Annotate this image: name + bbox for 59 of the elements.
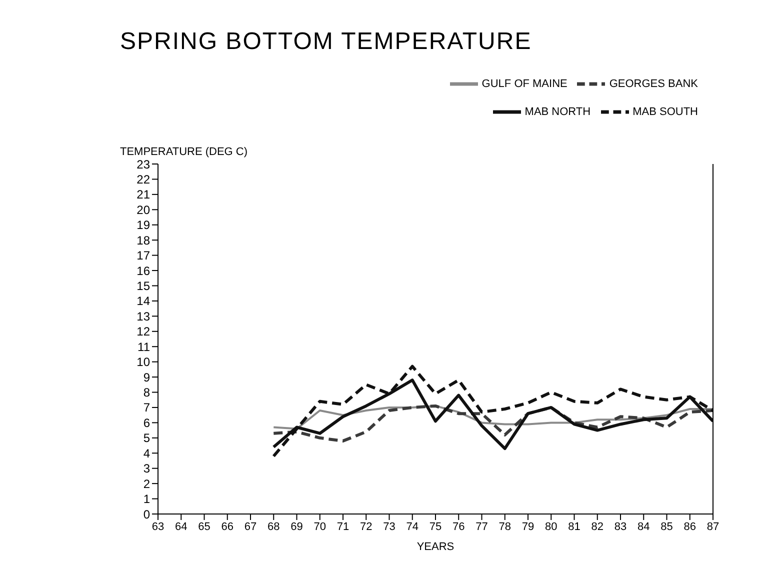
y-tick-label: 1 [143, 492, 150, 506]
x-tick-label: 70 [314, 520, 326, 533]
y-tick-label: 14 [136, 294, 150, 308]
y-tick-label: 15 [136, 279, 150, 293]
x-tick-label: 76 [452, 520, 465, 533]
chart-title: SPRING BOTTOM TEMPERATURE [120, 28, 532, 56]
y-tick-label: 13 [136, 309, 150, 324]
x-tick-label: 82 [591, 520, 604, 533]
y-tick-label: 8 [143, 386, 150, 400]
x-tick-label: 63 [152, 520, 164, 533]
y-tick-label: 23 [136, 157, 150, 172]
line-series [272, 404, 713, 442]
x-tick-label: 78 [498, 520, 511, 533]
legend-label: GULF OF MAINE [482, 78, 568, 90]
y-tick-label: 18 [136, 233, 150, 248]
y-tick-label: 6 [143, 416, 150, 430]
x-axis-title: YEARS [416, 541, 454, 553]
x-tick-label: 68 [268, 520, 280, 533]
y-tick-label: 4 [143, 446, 150, 460]
x-tick-label: 86 [684, 520, 696, 533]
y-tick-label: 20 [136, 202, 150, 217]
y-tick-label: 22 [136, 172, 150, 186]
x-tick-label: 79 [522, 520, 534, 533]
y-tick-label: 21 [136, 188, 150, 202]
x-tick-label: 73 [383, 520, 396, 533]
legend-label: MAB SOUTH [632, 106, 698, 118]
y-tick-label: 17 [136, 248, 150, 263]
legend-label: MAB NORTH [524, 106, 591, 118]
x-tick-label: 85 [660, 520, 673, 533]
x-tick-label: 77 [476, 520, 488, 533]
x-tick-label: 83 [614, 520, 627, 533]
y-tick-label: 19 [136, 218, 150, 232]
y-tick-label: 12 [136, 324, 150, 339]
x-tick-label: 65 [198, 520, 210, 533]
y-tick-label: 9 [143, 370, 150, 384]
y-tick-label: 0 [143, 507, 150, 522]
y-axis-title: TEMPERATURE (DEG C) [120, 146, 248, 158]
x-tick-label: 87 [706, 520, 720, 533]
x-tick-label: 66 [221, 520, 234, 533]
x-tick-label: 69 [290, 520, 303, 533]
y-tick-label: 10 [136, 355, 150, 370]
y-tick-label: 2 [143, 476, 150, 491]
x-tick-label: 84 [638, 520, 650, 533]
x-tick-label: 71 [336, 520, 350, 533]
y-tick-label: 16 [136, 264, 150, 278]
y-tick-label: 5 [143, 431, 150, 446]
x-tick-label: 80 [545, 520, 558, 533]
x-tick-label: 81 [568, 520, 580, 533]
y-tick-label: 3 [143, 462, 150, 476]
x-tick-label: 75 [429, 520, 442, 533]
x-tick-label: 67 [244, 520, 257, 533]
line-series [272, 364, 713, 458]
x-tick-label: 72 [360, 520, 372, 533]
y-tick-label: 7 [143, 400, 150, 415]
legend-label: GEORGES BANK [609, 78, 698, 90]
x-tick-label: 64 [175, 520, 188, 533]
y-tick-label: 11 [138, 340, 150, 354]
x-tick-label: 74 [406, 520, 418, 533]
line-series [272, 404, 713, 430]
